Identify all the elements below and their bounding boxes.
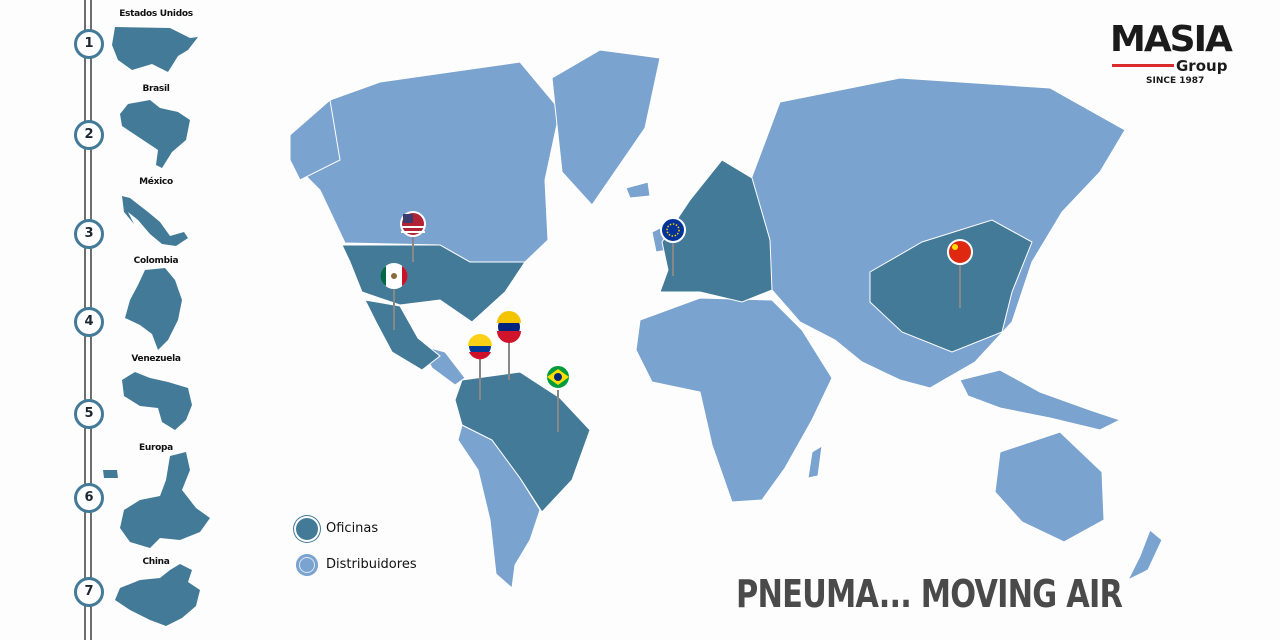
office-swatch-icon (296, 518, 318, 540)
mexico (364, 299, 441, 371)
step-4: 4 (74, 307, 104, 337)
slogan: PNEUMA... MOVING AIR (736, 572, 1123, 616)
madagascar (807, 445, 823, 479)
europe-silhouette (103, 452, 210, 548)
usa (341, 244, 526, 323)
distributor-swatch-icon (296, 554, 318, 576)
mexico-silhouette (122, 196, 188, 246)
usa-flag-pin (400, 211, 426, 262)
africa (635, 297, 833, 503)
logo-red-line (1112, 64, 1174, 67)
logo-name: MASIA (1110, 19, 1233, 60)
step-1: 1 (74, 29, 104, 59)
label-mexico: México (139, 177, 173, 187)
logo-sub: Group (1176, 57, 1228, 75)
label-china: China (142, 557, 170, 567)
china (869, 219, 1033, 353)
label-brasil: Brasil (142, 84, 170, 94)
legend-label: Oficinas (326, 521, 379, 536)
step-5: 5 (74, 399, 104, 429)
step-6: 6 (74, 483, 104, 513)
colombia-silhouette (125, 268, 182, 350)
china-flag-pin (947, 239, 973, 308)
legend-label: Distribuidores (326, 557, 417, 572)
china-silhouette (115, 564, 200, 626)
step-7: 7 (74, 577, 104, 607)
usa-silhouette (112, 27, 198, 72)
europe (659, 159, 773, 303)
iceland (625, 181, 651, 199)
step-2: 2 (74, 120, 104, 150)
venezuela-flag-pin (496, 311, 522, 380)
alaska (289, 99, 341, 181)
pins (380, 211, 973, 432)
colombia-flag-pin (467, 333, 493, 400)
greenland (551, 49, 661, 206)
step-3: 3 (74, 219, 104, 249)
label-colombia: Colombia (133, 256, 179, 266)
new-zealand (1126, 529, 1163, 582)
mexico-flag-pin (380, 263, 408, 330)
colombia-venezuela-brazil (454, 371, 591, 513)
label-estados-unidos: Estados Unidos (119, 9, 193, 19)
logo-since: SINCE 1987 (1146, 76, 1205, 86)
label-europa: Europa (139, 443, 173, 453)
asia (749, 77, 1126, 389)
eu-flag-pin (660, 217, 686, 276)
brazil-flag-pin (545, 364, 571, 432)
venezuela-silhouette (122, 372, 192, 430)
masia-group-logo: MASIA Group SINCE 1987 (1110, 19, 1250, 87)
australia (994, 431, 1105, 543)
label-venezuela: Venezuela (131, 354, 181, 364)
canada (289, 61, 561, 263)
southeast-asia (959, 369, 1122, 431)
brazil-silhouette (120, 100, 190, 168)
